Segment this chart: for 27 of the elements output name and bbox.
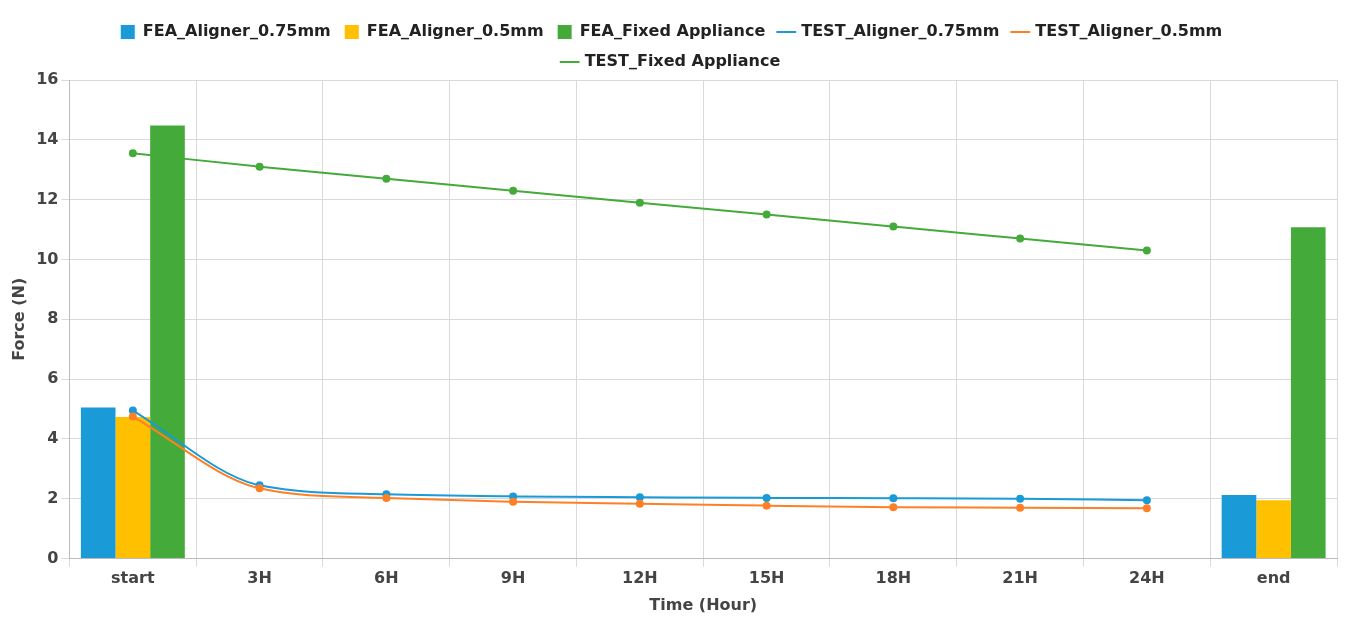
legend-label: TEST_Aligner_0.5mm (1035, 21, 1223, 41)
x-tick-label: 6H (374, 568, 399, 588)
x-tick-label: 3H (247, 568, 272, 588)
y-tick-label: 2 (47, 487, 59, 507)
legend-label: FEA_Aligner_0.75mm (142, 21, 331, 41)
x-tick-label: 15H (748, 568, 785, 588)
y-tick-label: 16 (36, 69, 59, 89)
legend-label: TEST_Fixed Appliance (584, 51, 781, 71)
x-axis-title: Time (Hour) (649, 594, 758, 614)
legend-label: TEST_Aligner_0.75mm (801, 21, 1000, 41)
x-tick-label: 24H (1129, 568, 1165, 588)
y-tick-label: 10 (36, 248, 59, 268)
y-tick-label: 12 (36, 188, 59, 208)
y-tick-label: 4 (47, 428, 59, 448)
y-tick-label: 0 (47, 547, 59, 567)
legend-label: FEA_Aligner_0.5mm (366, 21, 544, 41)
y-tick-label: 14 (36, 128, 59, 148)
y-axis-title: Force (N) (8, 277, 28, 361)
x-tick-label: end (1256, 568, 1291, 588)
x-tick-label: 12H (622, 568, 658, 588)
x-tick-label: 9H (500, 568, 526, 588)
y-tick-label: 6 (47, 368, 59, 388)
x-tick-label: 21H (1002, 568, 1038, 588)
legend-label: FEA_Fixed Appliance (579, 21, 766, 41)
y-tick-label: 8 (47, 308, 59, 328)
x-tick-label: start (111, 568, 155, 588)
x-tick-label: 18H (875, 568, 912, 588)
